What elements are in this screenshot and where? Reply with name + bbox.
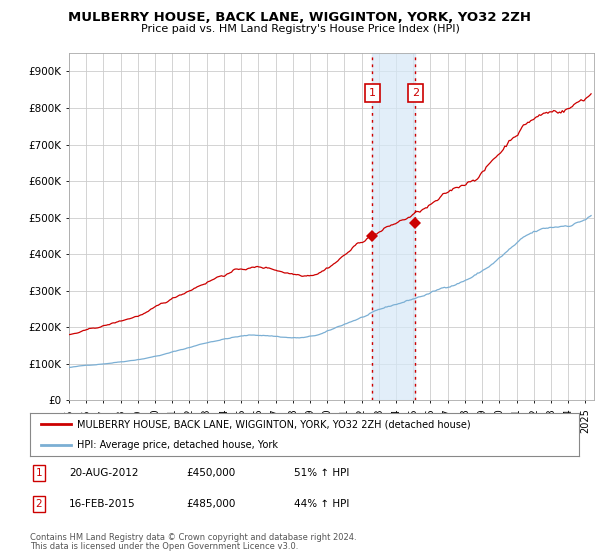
Text: 44% ↑ HPI: 44% ↑ HPI (294, 499, 349, 509)
Text: MULBERRY HOUSE, BACK LANE, WIGGINTON, YORK, YO32 2ZH: MULBERRY HOUSE, BACK LANE, WIGGINTON, YO… (68, 11, 532, 24)
Text: 1: 1 (369, 88, 376, 98)
Text: Price paid vs. HM Land Registry's House Price Index (HPI): Price paid vs. HM Land Registry's House … (140, 24, 460, 34)
Text: HPI: Average price, detached house, York: HPI: Average price, detached house, York (77, 440, 278, 450)
Text: 1: 1 (35, 468, 43, 478)
Text: 20-AUG-2012: 20-AUG-2012 (69, 468, 139, 478)
Text: £450,000: £450,000 (186, 468, 235, 478)
Text: This data is licensed under the Open Government Licence v3.0.: This data is licensed under the Open Gov… (30, 542, 298, 551)
Text: 2: 2 (35, 499, 43, 509)
Text: 51% ↑ HPI: 51% ↑ HPI (294, 468, 349, 478)
Text: 16-FEB-2015: 16-FEB-2015 (69, 499, 136, 509)
Text: MULBERRY HOUSE, BACK LANE, WIGGINTON, YORK, YO32 2ZH (detached house): MULBERRY HOUSE, BACK LANE, WIGGINTON, YO… (77, 419, 470, 429)
Text: £485,000: £485,000 (186, 499, 235, 509)
Text: 2: 2 (412, 88, 419, 98)
Bar (373, 53, 415, 400)
Text: Contains HM Land Registry data © Crown copyright and database right 2024.: Contains HM Land Registry data © Crown c… (30, 533, 356, 542)
